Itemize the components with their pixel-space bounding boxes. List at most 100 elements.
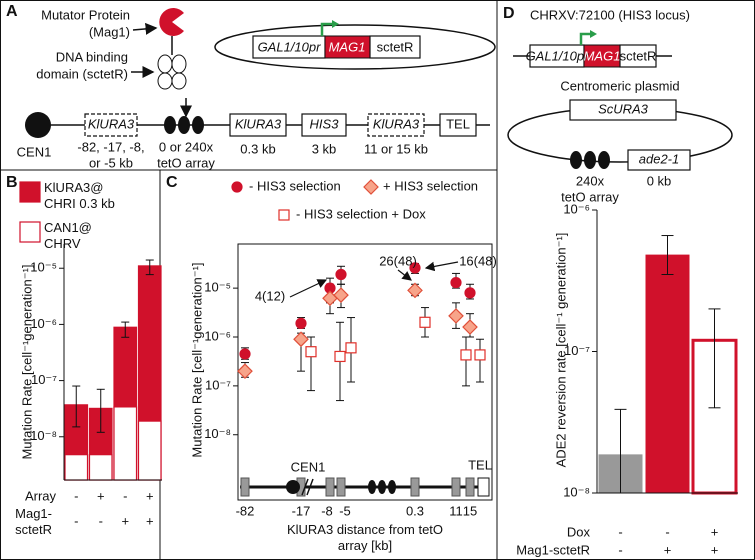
legend-label-box: KlURA3@ CHRI 0.3 kb (44, 180, 115, 211)
legend-label-box: CAN1@ CHRV (44, 220, 92, 251)
y-tick-label: 10⁻⁶ (30, 316, 57, 331)
x-tick-label: 15 (463, 503, 477, 518)
plasmid (214, 24, 496, 70)
teto (388, 480, 396, 494)
label: TEL (446, 116, 470, 131)
diagram-d: CHRXV:72100 (HIS3 locus) GAL1/10pr MAG1 … (507, 7, 733, 204)
point (345, 342, 357, 354)
label: MAG1 (584, 48, 621, 63)
locus (240, 477, 250, 497)
label: sctetR (620, 48, 657, 63)
row-value: - (618, 542, 622, 557)
legend-marker (278, 209, 290, 221)
label: or -5 kb (89, 155, 133, 170)
mag1-icon (159, 8, 184, 37)
annotation: 26(48) (379, 253, 417, 268)
locus-box (229, 113, 287, 137)
row-value: + (711, 524, 719, 539)
label: GAL1/10pr (258, 39, 322, 54)
label: CEN1 (17, 144, 52, 159)
label: 0 kb (647, 173, 672, 188)
row-value: + (121, 513, 129, 528)
x-axis-label-box: KlURA3 distance from tetO array [kb] (286, 522, 444, 553)
bar (645, 254, 690, 494)
marker-box (569, 99, 677, 121)
locus-box (84, 113, 138, 137)
reporter-box (627, 149, 691, 171)
y-tick-label: 10⁻⁵ (30, 260, 57, 275)
locus (325, 477, 335, 497)
annotation-arrow (397, 269, 412, 281)
y-axis-label: Mutation Rate [cell⁻¹generation⁻¹] (19, 264, 34, 459)
y-tick-label: 10⁻⁶ (204, 328, 231, 343)
x-tick-label: -5 (339, 503, 351, 518)
row-value: + (146, 488, 154, 503)
y-tick-label: 10⁻⁸ (30, 428, 57, 443)
diagram-a: Mutator Protein (Mag1) DNA binding domai… (17, 7, 496, 170)
y-tick-label: 10⁻⁷ (564, 343, 590, 358)
legend-swatch (19, 181, 41, 203)
label: tetO array (157, 155, 215, 170)
promoter-arrow (579, 32, 592, 45)
teto (192, 116, 204, 134)
row-value: - (123, 488, 127, 503)
row-value: + (97, 488, 105, 503)
point (460, 349, 472, 361)
y-tick-label: 10⁻⁸ (563, 484, 590, 499)
panel-label: C (166, 174, 178, 191)
legend-label: - HIS3 selection + Dox (296, 206, 426, 221)
annotation-arrow (289, 279, 328, 298)
label: ScURA3 (598, 101, 649, 116)
panel-label: A (6, 3, 18, 20)
legend-label: + HIS3 selection (383, 178, 478, 193)
bar (137, 420, 162, 481)
label: 11 or 15 kb (364, 141, 428, 156)
row-value: - (99, 513, 103, 528)
break (301, 478, 309, 496)
teto (378, 480, 386, 494)
telomere-box (439, 113, 477, 137)
label: 0 or 240x (159, 139, 214, 154)
legend-swatch (19, 221, 41, 243)
point (409, 262, 421, 274)
x-axis-label: KlURA3 distance from tetO array [kb] (286, 522, 444, 553)
row-value: + (664, 542, 672, 557)
telomere (477, 477, 490, 497)
y-tick-label: 10⁻⁷ (31, 372, 57, 387)
label: -82, -17, -8, (77, 139, 144, 154)
point (450, 276, 462, 289)
point (448, 308, 464, 324)
tetr-icon (171, 72, 187, 90)
label: GAL1/10pr (526, 48, 590, 63)
point (333, 287, 349, 303)
label: 240x (576, 173, 605, 188)
row-value: - (74, 513, 78, 528)
y-tick-label: 10⁻⁷ (205, 377, 231, 392)
promoter-arrow (590, 30, 597, 38)
locus-box (301, 113, 347, 137)
centromere (25, 112, 51, 138)
label: CHRXV:72100 (HIS3 locus) (530, 7, 690, 22)
label: HIS3 (310, 116, 340, 131)
teto (584, 151, 596, 169)
annotation-arrow (424, 261, 459, 272)
annotation: 16(48) (459, 253, 497, 268)
legend-marker (231, 181, 243, 193)
locus (336, 477, 346, 497)
row-label: Mag1-sctetR (15, 506, 52, 537)
locus (410, 477, 420, 497)
locus (451, 477, 461, 497)
y-tick-label: 10⁻⁸ (204, 426, 231, 441)
x-tick-label: 11 (449, 503, 463, 518)
teto (570, 151, 582, 169)
y-tick-label: 10⁻⁶ (563, 201, 590, 216)
label: (Mag1) (89, 24, 130, 39)
bar (113, 406, 138, 481)
point (293, 331, 309, 348)
point (407, 282, 423, 299)
promoter-arrow (332, 20, 339, 28)
tetr-icon (157, 72, 173, 90)
teto (164, 116, 176, 134)
y-axis-label: ADE2 reversion rate [cell⁻¹ generation⁻¹… (553, 233, 568, 468)
